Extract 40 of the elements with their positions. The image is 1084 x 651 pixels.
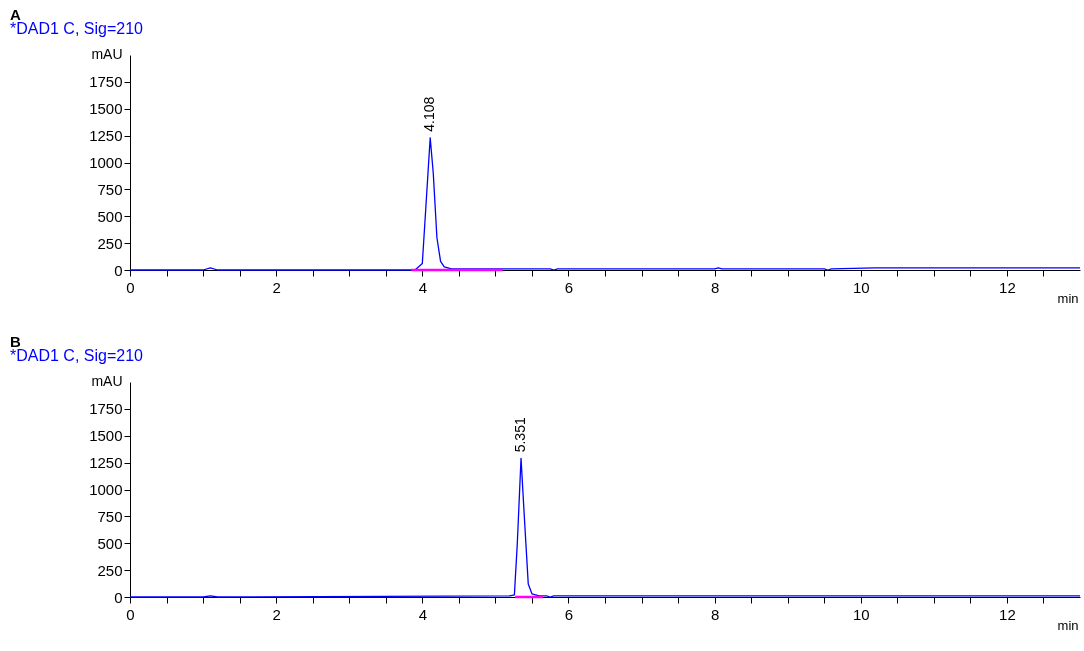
x-tick-label: 12 [999,605,1016,623]
x-axis-title: min [1057,617,1079,633]
x-axis-title: min [1057,290,1079,306]
x-tick-label: 10 [852,605,870,623]
y-tick-label: 1750 [89,400,123,418]
chart-subtitle: *DAD1 C, Sig=210 [10,347,144,364]
y-tick-label: 750 [97,507,123,525]
y-tick-label: 750 [97,180,123,198]
x-tick-label: 0 [126,278,135,296]
chart-subtitle: *DAD1 C, Sig=210 [10,20,144,37]
y-tick-label: 1500 [89,427,123,445]
annotation: 5.351 [512,417,529,453]
x-tick-label: 6 [564,278,574,296]
x-tick-label: 2 [272,278,281,296]
y-tick-label: 500 [97,534,123,552]
x-tick-label: 2 [272,605,281,623]
y-tick-label: 1000 [89,481,123,498]
y-tick-label: 250 [97,561,123,579]
x-tick-label: 6 [564,605,574,623]
x-tick-label: 4 [418,278,427,296]
annotation: 4.108 [421,96,438,132]
y-tick-label: 0 [114,588,123,606]
y-tick-label: 1250 [89,454,123,472]
y-tick-label: 1500 [89,100,123,118]
y-tick-label: 1000 [89,154,123,171]
x-tick-label: 10 [852,278,870,296]
y-axis-title: mAU [91,45,123,62]
x-tick-label: 12 [999,278,1016,296]
y-tick-label: 250 [97,234,123,252]
y-tick-label: 0 [114,261,123,279]
chart-title: A [10,6,21,23]
y-tick-label: 1250 [89,127,123,145]
x-tick-label: 0 [126,605,135,623]
x-tick-label: 8 [710,278,720,296]
y-tick-label: 500 [97,207,123,225]
x-tick-label: 4 [418,605,427,623]
y-tick-label: 1750 [89,73,123,91]
x-tick-label: 8 [710,605,720,623]
y-axis-title: mAU [91,372,123,389]
chart-title: B [10,333,21,350]
